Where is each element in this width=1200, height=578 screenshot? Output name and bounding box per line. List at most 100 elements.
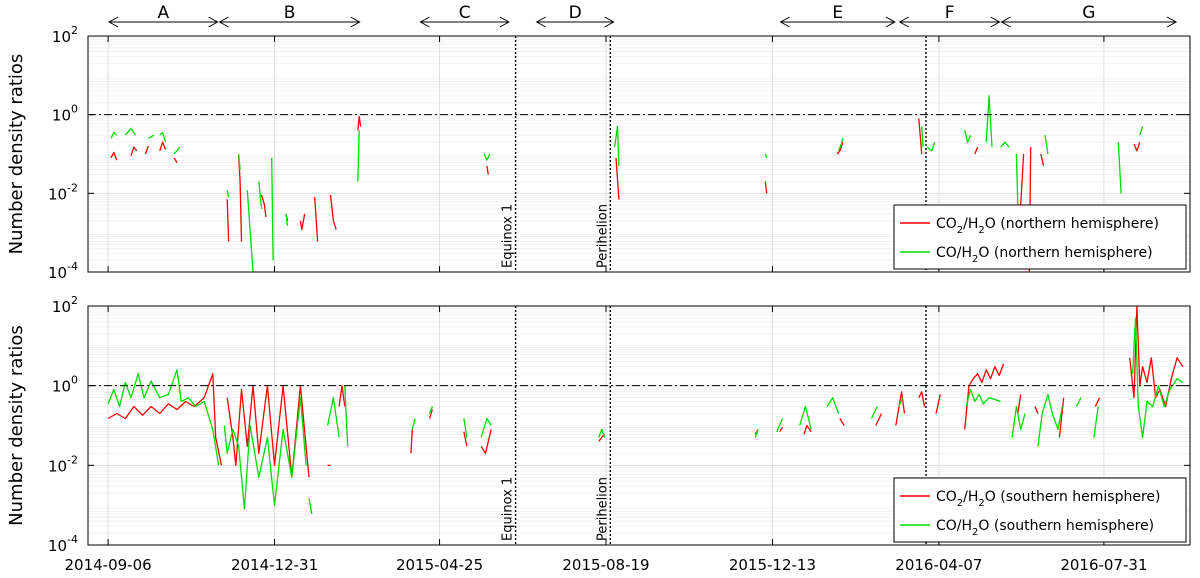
series-line-segment (238, 153, 241, 170)
series-line-segment (779, 426, 784, 433)
y-tick-label: 10-4 (48, 533, 78, 555)
series-line-segment (965, 388, 1001, 407)
series-line-segment (613, 125, 620, 166)
legend-text-sub: 2 (972, 527, 978, 538)
event-label: Perihelion (595, 204, 610, 268)
series-line-segment (110, 131, 118, 139)
legend-text-sub: 2 (972, 254, 978, 265)
series-line-segment (895, 391, 906, 426)
period-label: D (569, 3, 582, 23)
series-line-segment (428, 406, 434, 414)
series-line-segment (483, 153, 491, 161)
series-line-segment (410, 429, 413, 454)
period-arrowhead (499, 16, 510, 28)
series-line-segment (764, 153, 768, 159)
legend-text-sub2: 2 (978, 498, 984, 509)
period-arrowhead (1166, 16, 1178, 28)
legend-text-sub2: 2 (978, 225, 984, 236)
y-axis-label: Number density ratios (6, 54, 27, 255)
y-tick-exponent: 0 (71, 103, 78, 116)
legend-label: CO2/H2O (northern hemisphere) (936, 216, 1159, 236)
y-tick-exponent: -4 (67, 533, 78, 546)
y-tick-base: 10 (48, 457, 67, 475)
y-tick-label: 102 (52, 24, 78, 46)
series-line-segment (803, 424, 812, 435)
series-line-segment (826, 397, 840, 414)
period-label: B (284, 3, 296, 23)
series-line-segment (357, 130, 360, 182)
legend-text-post2: O (northern hemisphere) (985, 216, 1159, 232)
y-tick-base: 10 (48, 264, 67, 282)
series-line-segment (226, 190, 230, 198)
series-line-segment (428, 409, 434, 419)
legend-text-sub: 2 (957, 225, 963, 236)
y-tick-base: 10 (52, 28, 71, 46)
period-label: G (1082, 3, 1095, 23)
y-tick-exponent: 0 (71, 374, 78, 387)
event-label: Perihelion (595, 477, 610, 541)
legend-text-sub: 2 (957, 498, 963, 509)
series-line-segment (314, 197, 319, 242)
period-label: E (832, 3, 843, 23)
legend-text-post: /H (963, 489, 978, 505)
series-line-segment (299, 213, 306, 231)
legend-text-pre: CO (936, 489, 957, 505)
series-line-segment (285, 213, 289, 226)
y-tick-label: 10-2 (48, 453, 78, 475)
series-line-segment (344, 385, 349, 447)
legend-text-post: O (northern hemisphere) (978, 245, 1152, 261)
series-line-segment (964, 363, 1005, 430)
series-line-segment (836, 141, 844, 155)
series-line-segment (159, 141, 167, 152)
y-axis-label: Number density ratios (6, 325, 27, 526)
period-arrowhead (218, 16, 229, 28)
series-line-segment (147, 134, 155, 139)
x-tick-label: 2015-08-19 (562, 556, 649, 574)
series-line-segment (1015, 153, 1019, 206)
y-tick-label: 100 (52, 103, 78, 125)
series-line-segment (898, 397, 904, 407)
x-tick-label: 2014-12-31 (231, 556, 318, 574)
series-line-segment (615, 157, 620, 200)
x-tick-label: 2015-04-25 (396, 556, 483, 574)
series-line-segment (598, 428, 606, 438)
series-line-segment (1017, 394, 1022, 414)
series-line-segment (480, 417, 492, 438)
event-label: Equinox 1 (501, 477, 516, 541)
legend-box (893, 477, 1187, 543)
x-tick-label: 2016-04-07 (895, 556, 982, 574)
period-label: C (459, 3, 471, 23)
series-line-segment (357, 115, 362, 131)
series-line-segment (463, 418, 468, 438)
series-line-segment (1093, 406, 1099, 438)
legend-label: CO/H2O (southern hemisphere) (936, 518, 1154, 538)
period-arrowhead (419, 16, 430, 28)
panel-top: Equinox 1PerihelionEquinox 210-410-21001… (6, 3, 1191, 282)
series-line-segment (258, 181, 263, 210)
legend: CO2/H2O (southern hemisphere)CO/H2O (sou… (893, 477, 1187, 543)
series-line-segment (130, 146, 138, 157)
period-arrowhead (1000, 16, 1011, 28)
series-line-segment (124, 127, 136, 136)
legend-text-pre: CO/H (936, 518, 972, 534)
y-tick-base: 10 (52, 378, 71, 396)
series-line-segment (1133, 141, 1141, 152)
y-tick-exponent: 2 (71, 24, 78, 37)
period-arrowhead (604, 16, 615, 28)
period-label: A (158, 3, 170, 23)
series-line-segment (837, 138, 844, 152)
series-line-segment (974, 146, 979, 155)
series-line-segment (1037, 393, 1063, 447)
series-line-segment (226, 199, 230, 242)
series-line-segment (271, 157, 274, 261)
y-tick-base: 10 (52, 298, 71, 316)
panel-bottom: Equinox 1PerihelionEquinox 210-410-21001… (6, 294, 1191, 574)
series-co-h2o (110, 95, 1144, 272)
event-label: Equinox 1 (501, 204, 516, 268)
series-line-segment (1040, 153, 1045, 166)
y-tick-label: 100 (52, 374, 78, 396)
series-line-segment (1000, 141, 1010, 148)
legend-text-post2: O (southern hemisphere) (985, 489, 1161, 505)
series-line-segment (918, 391, 926, 407)
series-line-segment (875, 413, 883, 426)
